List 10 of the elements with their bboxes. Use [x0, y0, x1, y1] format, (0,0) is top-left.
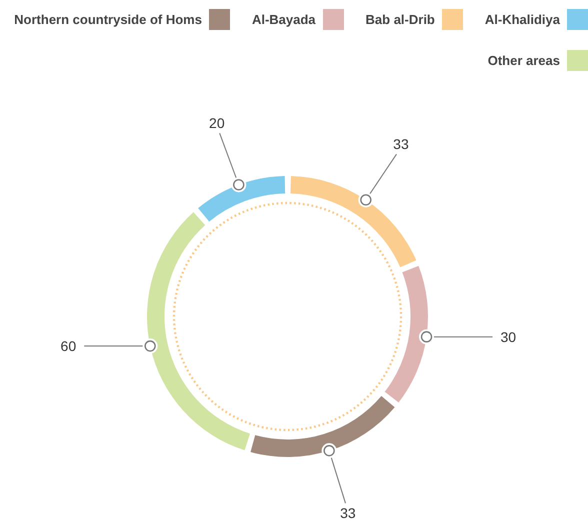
- data-label: 20: [209, 115, 225, 132]
- legend-label: Al-Khalidiya: [484, 12, 560, 27]
- legend-label: Other areas: [488, 53, 560, 68]
- data-label: 33: [393, 136, 409, 152]
- data-label: 33: [340, 505, 356, 522]
- data-label: 60: [60, 338, 76, 354]
- data-label: 30: [500, 328, 516, 345]
- legend-label: Northern countryside of Homs: [14, 12, 202, 27]
- legend-label: Bab al-Drib: [366, 12, 435, 27]
- legend-label: Al-Bayada: [252, 12, 316, 27]
